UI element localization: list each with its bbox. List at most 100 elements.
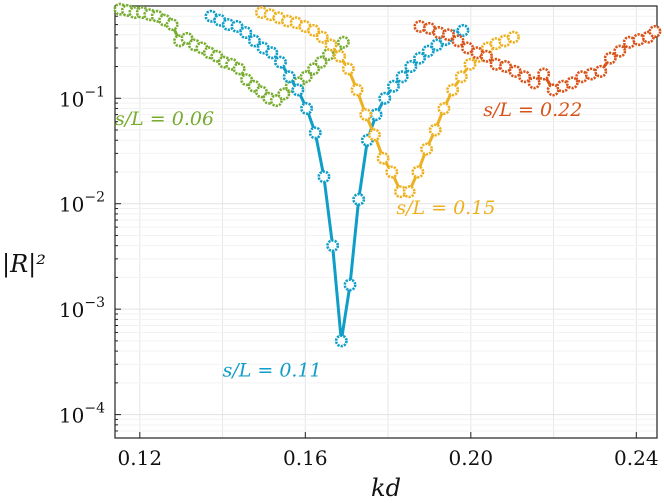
data-point	[247, 34, 261, 48]
data-point	[428, 123, 442, 137]
data-point	[343, 278, 357, 292]
series-3	[413, 19, 662, 97]
series-layer	[113, 2, 662, 348]
y-tick-label: 10−2	[59, 190, 105, 217]
data-point	[385, 165, 399, 179]
data-point	[307, 62, 321, 76]
data-point	[395, 70, 409, 84]
data-point	[315, 30, 329, 44]
data-point	[299, 70, 313, 84]
data-point	[404, 60, 418, 74]
x-tick-label: 0.12	[118, 446, 163, 470]
data-point	[341, 62, 355, 76]
series-annotation: s/L = 0.06	[115, 108, 214, 130]
data-point	[454, 70, 468, 84]
y-tick-base: 10	[59, 87, 84, 111]
data-point	[527, 76, 541, 90]
data-point	[273, 55, 287, 69]
data-point	[603, 51, 617, 65]
annotations: s/L = 0.06 s/L = 0.11 s/L = 0.15 s/L = 0.22	[115, 99, 582, 382]
data-point	[411, 165, 425, 179]
data-point	[180, 31, 194, 45]
data-point	[518, 70, 532, 84]
y-tick-label: 10−4	[59, 401, 105, 428]
data-point	[402, 185, 416, 199]
y-tick-base: 10	[59, 298, 84, 322]
x-tick-label: 0.16	[283, 446, 328, 470]
data-point	[350, 83, 364, 97]
data-point	[336, 35, 350, 49]
data-point	[277, 87, 291, 101]
data-point	[326, 239, 340, 253]
data-point	[378, 91, 392, 105]
data-point	[360, 133, 374, 147]
series-1	[204, 9, 470, 348]
y-tick-base: 10	[59, 193, 84, 217]
data-point	[352, 192, 366, 206]
data-point	[165, 18, 179, 32]
plot-frame	[114, 5, 658, 439]
data-point	[422, 21, 436, 35]
series-2	[254, 6, 520, 199]
data-point	[421, 44, 435, 58]
data-point	[508, 64, 522, 78]
data-point	[506, 30, 520, 44]
data-point	[307, 23, 321, 37]
data-point	[446, 83, 460, 97]
data-point	[613, 44, 627, 58]
data-point	[594, 64, 608, 78]
data-point	[230, 19, 244, 33]
data-point	[441, 28, 455, 42]
data-point	[333, 49, 347, 63]
x-axis-label: kd	[371, 474, 401, 502]
data-point	[386, 79, 400, 93]
series-0	[113, 2, 350, 108]
y-tick-label: 10−1	[59, 84, 105, 111]
y-tick-exponent: −1	[84, 84, 105, 100]
data-point	[291, 83, 305, 97]
data-point	[367, 128, 381, 142]
data-point	[240, 73, 254, 87]
data-point	[480, 49, 494, 63]
data-point	[451, 34, 465, 48]
data-point	[265, 46, 279, 60]
series-annotation: s/L = 0.11	[223, 359, 322, 381]
data-point	[308, 126, 322, 140]
data-point	[300, 101, 314, 115]
data-point	[314, 55, 328, 69]
data-point	[413, 51, 427, 65]
y-tick-exponent: −2	[84, 190, 105, 206]
x-tick-label: 0.20	[449, 446, 494, 470]
data-point	[437, 101, 451, 115]
data-point	[420, 142, 434, 156]
y-tick-exponent: −3	[84, 295, 105, 311]
data-point	[269, 94, 283, 108]
data-point	[470, 46, 484, 60]
y-tick-label: 10−3	[59, 295, 105, 322]
data-point	[359, 108, 373, 122]
y-tick-base: 10	[59, 404, 84, 428]
data-point	[324, 38, 338, 52]
x-tick-label: 0.24	[614, 446, 659, 470]
data-point	[546, 83, 560, 97]
y-tick-exponent: −4	[84, 401, 105, 417]
data-point	[456, 23, 470, 37]
data-point	[565, 76, 579, 90]
data-point	[239, 26, 253, 40]
data-point	[556, 79, 570, 93]
series-annotation: s/L = 0.15	[396, 197, 495, 219]
data-point	[376, 151, 390, 165]
series-annotation: s/L = 0.22	[483, 99, 582, 121]
data-point	[254, 85, 268, 99]
data-point	[648, 24, 662, 38]
data-point	[282, 70, 296, 84]
data-point	[232, 62, 246, 76]
data-point	[369, 108, 383, 122]
series-line	[210, 14, 464, 343]
grid	[115, 6, 657, 439]
data-point	[334, 334, 348, 348]
data-point	[317, 170, 331, 184]
data-point	[463, 57, 477, 71]
